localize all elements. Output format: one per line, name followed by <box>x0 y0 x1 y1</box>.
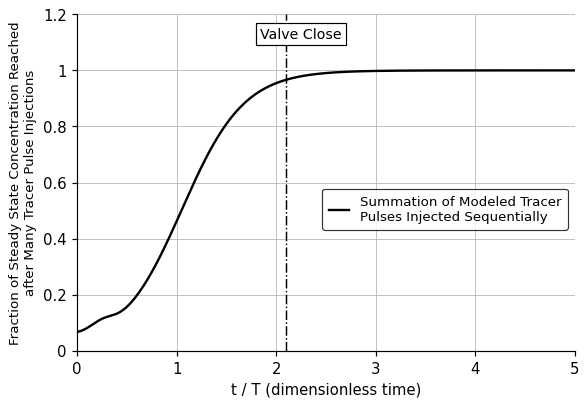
Y-axis label: Fraction of Steady State Concentration Reached
after Many Tracer Pulse Injection: Fraction of Steady State Concentration R… <box>9 21 37 344</box>
X-axis label: t / T (dimensionless time): t / T (dimensionless time) <box>230 382 420 397</box>
Text: Valve Close: Valve Close <box>260 28 342 41</box>
Legend: Summation of Modeled Tracer
Pulses Injected Sequentially: Summation of Modeled Tracer Pulses Injec… <box>322 189 567 230</box>
